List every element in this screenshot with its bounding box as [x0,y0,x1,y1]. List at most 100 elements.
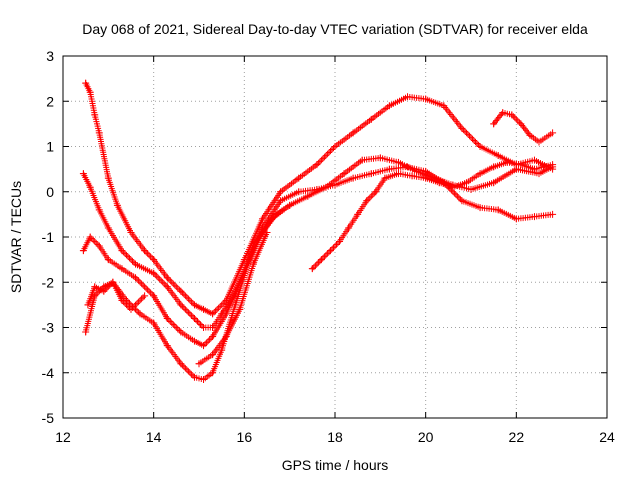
data-point [118,265,126,273]
data-point [150,256,158,264]
data-point [177,301,185,309]
x-axis-label: GPS time / hours [282,457,389,473]
data-point [104,174,112,182]
data-point [200,376,208,384]
data-point [404,93,412,101]
data-point [163,314,171,322]
data-point [440,102,448,110]
x-tick-label: 22 [509,429,525,445]
series-trace-f [308,158,557,273]
data-point [326,247,334,255]
data-point [458,197,466,205]
data-point [104,256,112,264]
data-point [79,170,87,178]
data-point [313,185,321,193]
data-point [349,174,357,182]
y-axis-label: SDTVAR / TECUs [8,181,24,293]
data-point [177,287,185,295]
data-point [163,283,171,291]
data-point [295,174,303,182]
data-point [82,328,90,336]
data-point [535,170,543,178]
data-point [141,292,149,300]
y-tick-label: 0 [46,184,54,200]
data-point [422,95,430,103]
x-tick-label: 20 [418,429,434,445]
x-tick-label: 12 [55,429,71,445]
data-point [517,161,525,169]
data-point [385,165,393,173]
data-point [530,165,538,173]
data-point [200,305,208,313]
y-tick-label: 1 [46,139,54,155]
data-point [530,156,538,164]
data-point [512,215,520,223]
data-point [317,256,325,264]
series-path [82,203,291,383]
data-point [499,109,507,117]
data-point [200,342,208,350]
data-point [209,333,217,341]
data-point [86,183,94,191]
data-point [190,373,198,381]
data-point [209,310,217,318]
data-point [209,324,217,331]
data-point [163,342,171,350]
data-point [549,129,557,137]
data-point [394,158,402,166]
data-point [91,111,99,119]
data-point [190,301,198,309]
series-trace-h [490,109,557,146]
data-point [277,197,285,205]
data-point [218,346,226,354]
data-point [127,305,135,313]
data-point [190,314,198,322]
data-point [86,233,94,241]
data-point [95,206,103,214]
x-tick-label: 24 [599,429,615,445]
data-point [549,161,557,169]
data-point [503,158,511,166]
data-point [549,210,557,218]
x-tick-label: 16 [237,429,253,445]
data-point [385,102,393,110]
data-point [295,188,303,196]
data-point [258,215,266,223]
series-path [80,154,554,331]
data-point [372,188,380,196]
data-point [222,310,230,318]
data-point [358,156,366,164]
data-point [540,163,548,171]
data-point [236,305,244,313]
data-point [190,337,198,345]
series-trace-e [84,278,149,313]
data-point [449,183,457,191]
data-point [150,319,158,327]
data-point [268,215,276,223]
data-point [530,213,538,221]
data-point [408,172,416,180]
data-point [177,328,185,336]
grid [63,56,607,418]
data-point [340,170,348,178]
data-point [141,247,149,255]
data-point [286,201,294,209]
data-point [118,296,126,304]
data-point [104,224,112,232]
x-tick-label: 14 [146,429,162,445]
data-point [127,228,135,236]
data-point [476,204,484,212]
data-point [95,242,103,250]
data-point [435,179,443,187]
data-point [422,167,430,175]
series-path [82,80,554,317]
data-point [535,138,543,146]
data-point [354,210,362,218]
series-trace-b [79,154,557,331]
data-point [91,292,99,300]
data-point [113,201,121,209]
data-point [209,369,217,377]
data-point [82,79,90,87]
